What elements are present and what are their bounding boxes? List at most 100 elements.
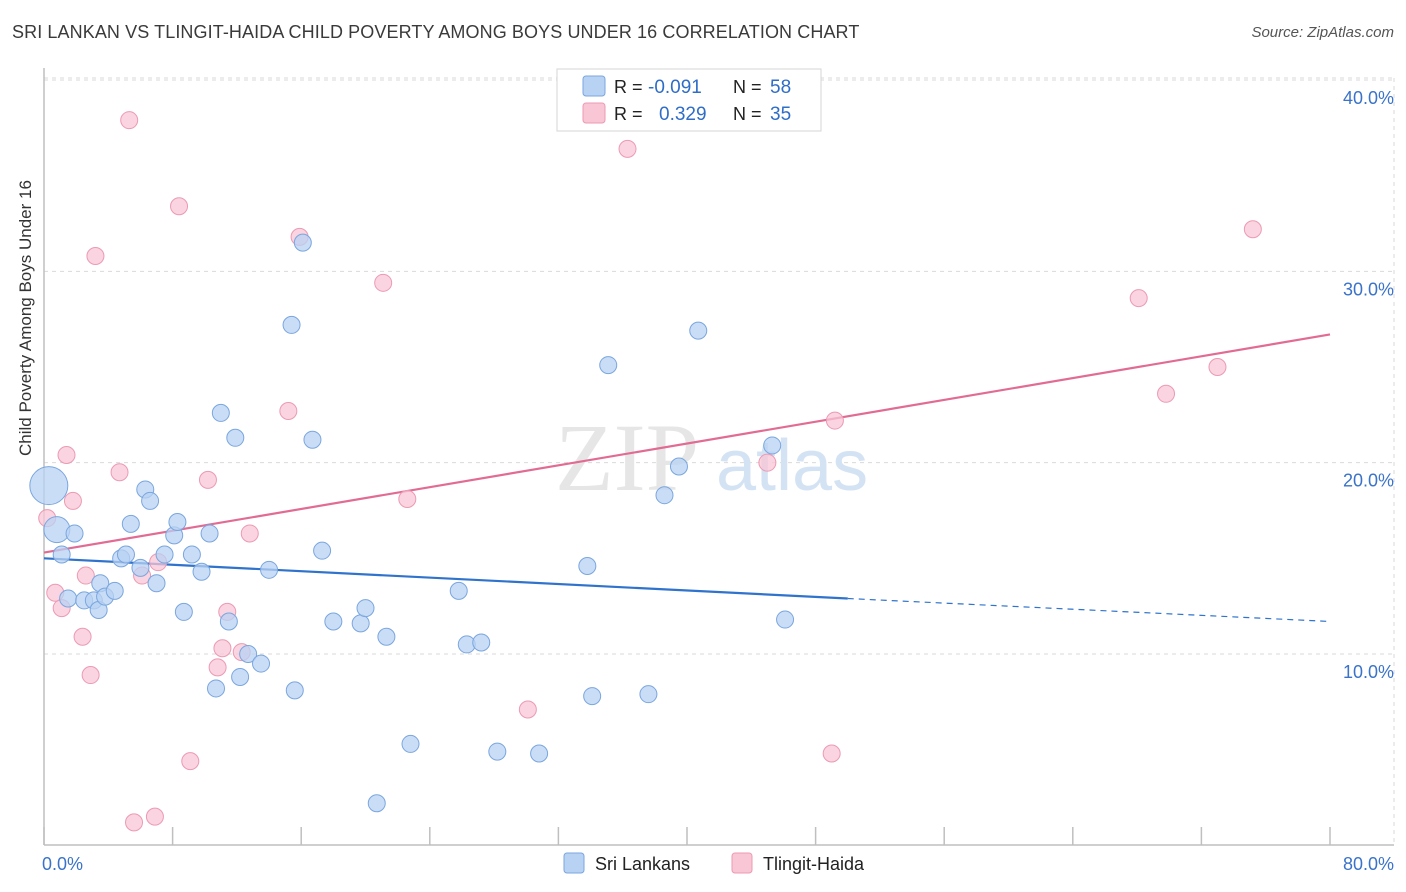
point-tlingit-haida	[1208, 358, 1227, 376]
point-sri-lankans	[377, 627, 396, 646]
point-tlingit-haida	[240, 524, 259, 543]
y-tick-label: 30.0%	[1343, 279, 1394, 299]
point-sri-lankans	[174, 602, 193, 621]
point-sri-lankans	[121, 514, 140, 533]
point-sri-lankans	[52, 545, 71, 564]
point-tlingit-haida	[86, 247, 105, 266]
point-sri-lankans	[147, 574, 166, 593]
point-sri-lankans	[689, 321, 708, 340]
point-sri-lankans	[200, 524, 219, 543]
point-sri-lankans	[211, 403, 230, 422]
point-tlingit-haida	[125, 813, 144, 832]
y-tick-label: 20.0%	[1343, 471, 1394, 491]
source-label: Source: ZipAtlas.com	[1251, 24, 1394, 41]
point-sri-lankans	[155, 545, 174, 564]
x-tick-label: 80.0%	[1343, 854, 1394, 874]
point-tlingit-haida	[618, 139, 637, 158]
point-tlingit-haida	[279, 402, 298, 421]
point-sri-lankans	[252, 654, 271, 673]
point-tlingit-haida	[398, 490, 417, 509]
point-sri-lankans	[530, 744, 549, 763]
point-sri-lankans	[168, 512, 187, 531]
point-sri-lankans	[763, 436, 782, 455]
point-tlingit-haida	[825, 411, 844, 430]
legend-r-label-1: R =	[614, 77, 643, 97]
legend-n-label-1: N =	[733, 77, 762, 97]
bottom-legend-label-pink: Tlingit-Haida	[763, 854, 865, 874]
point-sri-lankans	[655, 486, 674, 505]
bottom-legend-label-blue: Sri Lankans	[595, 854, 690, 874]
point-tlingit-haida	[57, 446, 76, 465]
point-sri-lankans	[313, 541, 332, 560]
point-sri-lankans	[219, 612, 238, 631]
watermark-zip: ZIP	[555, 404, 699, 511]
point-sri-lankans	[324, 612, 343, 631]
legend-swatch-blue	[582, 75, 606, 97]
point-sri-lankans	[29, 466, 69, 506]
point-sri-lankans	[59, 589, 78, 608]
point-tlingit-haida	[145, 807, 164, 826]
legend-n-label-2: N =	[733, 104, 762, 124]
point-tlingit-haida	[73, 627, 92, 646]
point-sri-lankans	[65, 524, 84, 543]
point-sri-lankans	[669, 457, 688, 476]
bottom-legend-swatch-pink	[731, 852, 753, 874]
point-sri-lankans	[449, 581, 468, 600]
point-sri-lankans	[472, 633, 491, 652]
bottom-legend: Sri Lankans Tlingit-Haida	[563, 852, 865, 874]
legend-box: R = -0.091 N = 58 R = 0.329 N = 35	[556, 68, 822, 132]
x-tick-label: 0.0%	[42, 854, 83, 874]
point-tlingit-haida	[1243, 220, 1262, 239]
point-sri-lankans	[282, 315, 301, 334]
data-points	[29, 111, 1262, 832]
point-sri-lankans	[260, 560, 279, 579]
point-sri-lankans	[116, 545, 135, 564]
trend-line-sri-lankans-extension	[847, 597, 1331, 623]
point-sri-lankans	[488, 742, 507, 761]
point-sri-lankans	[776, 610, 795, 629]
tick-labels: 10.0% 20.0% 30.0% 40.0% 0.0% 80.0%	[42, 88, 1394, 874]
axes	[43, 68, 1394, 846]
point-sri-lankans	[367, 794, 386, 813]
point-sri-lankans	[285, 681, 304, 700]
point-sri-lankans	[599, 356, 618, 375]
legend-r-label-2: R =	[614, 104, 643, 124]
point-tlingit-haida	[110, 463, 129, 482]
point-sri-lankans	[192, 562, 211, 581]
point-sri-lankans	[131, 558, 150, 577]
point-tlingit-haida	[822, 744, 841, 763]
point-sri-lankans	[239, 645, 258, 663]
legend-n-value-2: 35	[770, 104, 791, 125]
point-sri-lankans	[401, 734, 420, 753]
point-tlingit-haida	[120, 111, 139, 130]
point-sri-lankans	[351, 614, 370, 633]
point-sri-lankans	[43, 516, 71, 544]
point-sri-lankans	[182, 545, 201, 564]
point-tlingit-haida	[170, 197, 189, 216]
point-sri-lankans	[141, 491, 160, 510]
point-tlingit-haida	[208, 658, 227, 677]
chart-title: SRI LANKAN VS TLINGIT-HAIDA CHILD POVERT…	[12, 22, 860, 42]
point-tlingit-haida	[63, 491, 82, 510]
watermark: ZIP atlas	[555, 404, 868, 511]
y-tick-label: 40.0%	[1343, 88, 1394, 108]
trend-lines	[43, 333, 1331, 623]
point-tlingit-haida	[758, 453, 777, 472]
bottom-legend-swatch-blue	[563, 852, 585, 874]
point-tlingit-haida	[181, 752, 200, 771]
legend-r-value-1: -0.091	[648, 77, 702, 98]
point-tlingit-haida	[81, 666, 100, 685]
point-sri-lankans	[231, 667, 250, 686]
point-sri-lankans	[303, 430, 322, 449]
point-tlingit-haida	[213, 639, 232, 658]
point-sri-lankans	[583, 687, 602, 706]
legend-n-value-1: 58	[770, 77, 791, 98]
point-tlingit-haida	[1157, 384, 1176, 403]
point-sri-lankans	[356, 599, 375, 618]
point-sri-lankans	[578, 556, 597, 575]
point-sri-lankans	[207, 679, 226, 698]
legend-r-value-2: 0.329	[659, 104, 707, 125]
y-tick-label: 10.0%	[1343, 662, 1394, 682]
point-sri-lankans	[293, 233, 312, 252]
